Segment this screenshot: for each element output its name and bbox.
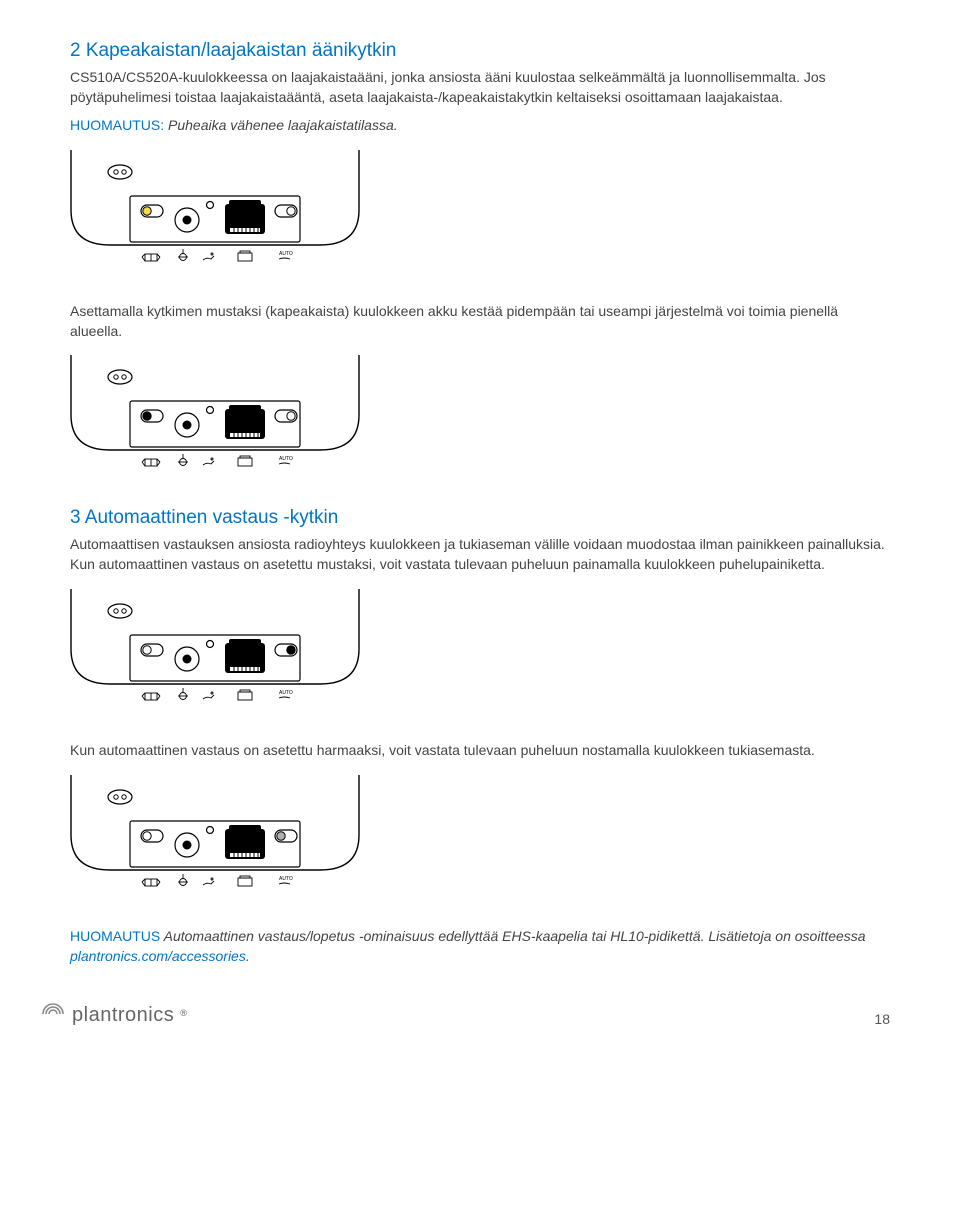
device-diagram-3: AUTO: [70, 589, 360, 719]
section-2-title: 2 Kapeakaistan/laajakaistan äänikytkin: [70, 40, 890, 62]
section-2-p2: Asettamalla kytkimen mustaksi (kapeakais…: [70, 302, 890, 342]
section-3-p2: Kun automaattinen vastaus on asetettu ha…: [70, 741, 890, 761]
section-3-p1: Automaattisen vastauksen ansiosta radioy…: [70, 535, 890, 575]
svg-text:AUTO: AUTO: [279, 456, 293, 462]
device-diagram-1: AUTO: [70, 150, 360, 280]
sound-wave-icon: [40, 1001, 66, 1027]
final-note-label: HUOMAUTUS: [70, 928, 160, 944]
device-diagram-2: AUTO: [70, 355, 360, 485]
final-note-link[interactable]: plantronics.com/accessories: [70, 948, 246, 964]
page-footer: plantronics ® 18: [0, 995, 960, 1045]
logo-text: plantronics: [72, 1004, 174, 1027]
svg-text:AUTO: AUTO: [279, 690, 293, 696]
right-switch-knob: [287, 206, 295, 214]
section-3-title: 3 Automaattinen vastaus -kytkin: [70, 507, 890, 529]
left-switch-knob: [143, 206, 151, 214]
svg-text:AUTO: AUTO: [279, 876, 293, 882]
final-note-body: Automaattinen vastaus/lopetus -ominaisuu…: [160, 928, 865, 944]
device-diagram-4: AUTO: [70, 775, 360, 905]
section-3-final-note: HUOMAUTUS Automaattinen vastaus/lopetus …: [70, 927, 890, 967]
final-note-tail: .: [246, 948, 250, 964]
section-2-note: HUOMAUTUS: Puheaika vähenee laajakaistat…: [70, 116, 890, 136]
section-2-p1: CS510A/CS520A-kuulokkeessa on laajakaist…: [70, 68, 890, 108]
note-label: HUOMAUTUS:: [70, 117, 164, 133]
registered-mark: ®: [180, 1008, 187, 1018]
page-number: 18: [874, 1011, 890, 1027]
note-body: Puheaika vähenee laajakaistatilassa.: [164, 117, 398, 133]
plantronics-logo: plantronics ®: [40, 1001, 187, 1027]
svg-text:AUTO: AUTO: [279, 251, 293, 257]
